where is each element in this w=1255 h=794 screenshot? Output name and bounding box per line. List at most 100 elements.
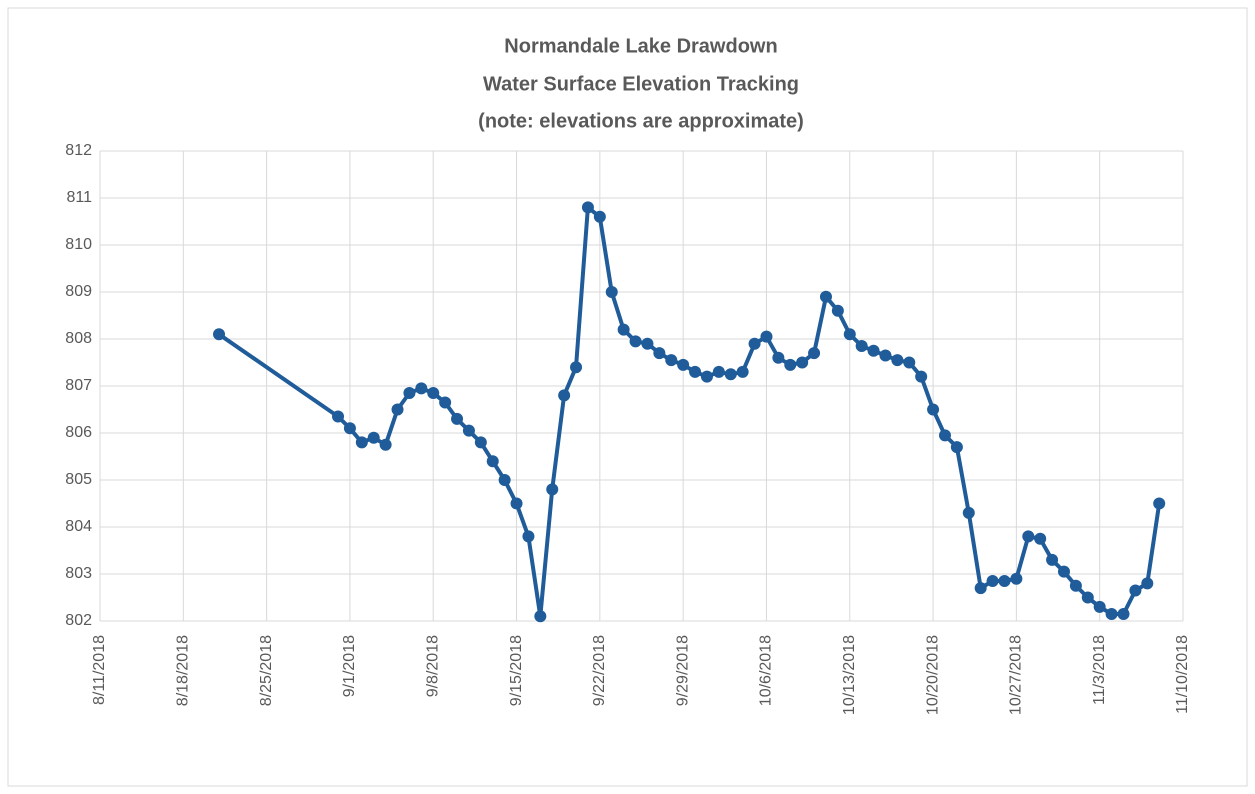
marker [962,506,975,519]
marker [772,351,785,364]
marker [367,431,380,444]
marker [486,455,499,468]
y-tick-label: 806 [65,424,92,441]
y-tick-label: 811 [66,189,92,206]
marker [843,328,856,341]
marker [1129,584,1142,597]
marker [415,382,428,395]
x-tick-label: 10/20/2018 [924,635,941,715]
x-tick-label: 10/13/2018 [841,635,858,715]
marker [379,438,392,451]
marker [391,403,404,416]
chart-title: Water Surface Elevation Tracking [483,73,799,95]
marker [1117,607,1130,620]
marker [332,410,345,423]
marker [808,347,821,360]
marker [927,403,940,416]
marker [855,340,868,353]
marker [831,304,844,317]
marker [938,429,951,442]
marker [593,210,606,223]
marker [760,330,773,343]
marker [796,356,809,369]
marker [474,436,487,449]
marker [819,290,832,303]
x-tick-label: 9/8/2018 [424,635,441,697]
marker [439,396,452,409]
marker [570,361,583,374]
marker [1010,572,1023,585]
x-tick-label: 8/25/2018 [258,635,275,706]
y-tick-label: 810 [65,236,92,253]
marker [915,370,928,383]
x-tick-label: 11/10/2018 [1174,635,1191,714]
y-tick-label: 809 [65,283,92,300]
marker [462,424,475,437]
marker [558,389,571,402]
marker [1141,577,1154,590]
marker [986,575,999,588]
x-tick-label: 8/11/2018 [91,635,108,705]
marker [546,483,559,496]
marker [736,365,749,378]
marker [950,441,963,454]
marker [903,356,916,369]
marker [581,201,594,214]
marker [1046,553,1059,566]
marker [998,575,1011,588]
y-tick-label: 803 [65,565,92,582]
marker [427,387,440,400]
marker [629,335,642,348]
marker [617,323,630,336]
marker [700,370,713,383]
x-tick-label: 9/29/2018 [674,635,691,706]
marker [1034,532,1047,545]
marker [403,387,416,400]
x-tick-label: 9/1/2018 [341,635,358,697]
y-tick-label: 812 [65,142,92,159]
marker [355,436,368,449]
marker [784,358,797,371]
marker [689,365,702,378]
marker [724,368,737,381]
y-tick-label: 807 [65,377,92,394]
x-tick-label: 9/15/2018 [508,635,525,706]
x-tick-label: 11/3/2018 [1091,635,1108,705]
marker [1057,565,1070,578]
marker [665,354,678,367]
chart-title: (note: elevations are approximate) [478,110,804,132]
marker [451,412,464,425]
x-tick-label: 10/6/2018 [758,635,775,706]
y-tick-label: 804 [65,518,92,535]
x-tick-label: 10/27/2018 [1008,635,1025,715]
chart-title: Normandale Lake Drawdown [504,35,777,57]
marker [605,286,618,298]
marker [653,347,666,360]
chart-frame [7,7,1248,787]
y-tick-label: 805 [65,471,92,488]
marker [498,474,511,486]
marker [1105,607,1118,620]
y-tick-label: 802 [65,612,92,629]
marker [641,337,654,350]
marker [974,582,987,595]
marker [1081,591,1094,604]
marker [891,354,904,367]
marker [510,497,523,510]
x-tick-label: 8/18/2018 [175,635,192,706]
marker [1153,497,1166,510]
marker [712,365,725,378]
marker [867,344,880,357]
marker [213,328,226,341]
marker [1069,579,1082,592]
y-tick-label: 808 [65,330,92,347]
marker [748,337,761,350]
marker [343,422,356,435]
marker [522,530,535,543]
marker [1022,530,1035,543]
marker [677,358,690,371]
marker [879,349,892,362]
marker [534,610,547,623]
x-tick-label: 9/22/2018 [591,635,608,706]
marker [1093,600,1106,613]
